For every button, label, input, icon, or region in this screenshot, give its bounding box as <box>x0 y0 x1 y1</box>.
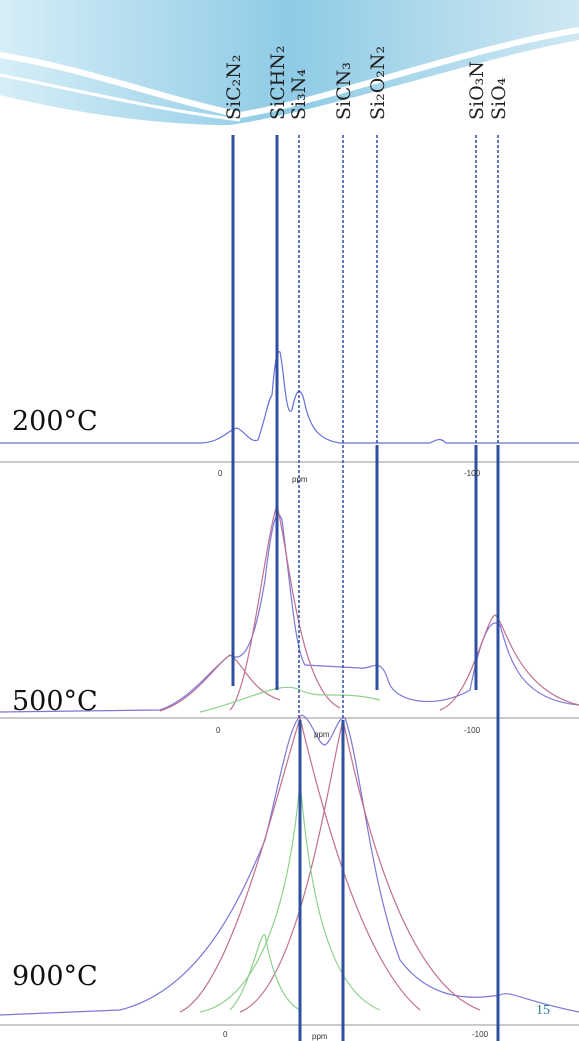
line-label: SiCN₃ <box>333 62 355 120</box>
tick-label: 0 <box>223 1030 228 1039</box>
line-labels: SiC₂N₂ SiCHN₂ Si₃N₄ SiCN₃ Si₂O₂N₂ SiO₃N … <box>223 46 510 120</box>
page-number: 15 <box>536 1003 550 1018</box>
tick-label: -100 <box>472 1030 489 1039</box>
temperature: 500°C <box>12 686 98 717</box>
tick-label: -100 <box>464 469 481 478</box>
panel: 200°C 0 -100 ppm <box>12 406 481 484</box>
line-label: SiCHN₂ <box>267 46 289 120</box>
line-label: Si₃N₄ <box>288 69 310 120</box>
line-label: Si₂O₂N₂ <box>367 46 389 120</box>
panel: 500°C 0 -100 ppm <box>12 686 481 739</box>
tick-label: -100 <box>464 726 481 735</box>
line-label: SiC₂N₂ <box>223 55 245 121</box>
tick-label: 0 <box>218 469 223 478</box>
axis-title: ppm <box>314 730 330 739</box>
spectra <box>0 351 579 1026</box>
line-label: SiO₄ <box>488 77 510 120</box>
axis-title: ppm <box>312 1032 328 1041</box>
temperature: 900°C <box>12 961 98 992</box>
tick-label: 0 <box>216 726 221 735</box>
temperature: 200°C <box>12 406 98 437</box>
line-label: SiO₃N <box>466 61 488 120</box>
header-decoration <box>0 0 579 125</box>
axis-title: ppm <box>292 475 308 484</box>
panel: 900°C 0 -100 ppm <box>12 961 489 1041</box>
reference-lines <box>231 135 500 1041</box>
